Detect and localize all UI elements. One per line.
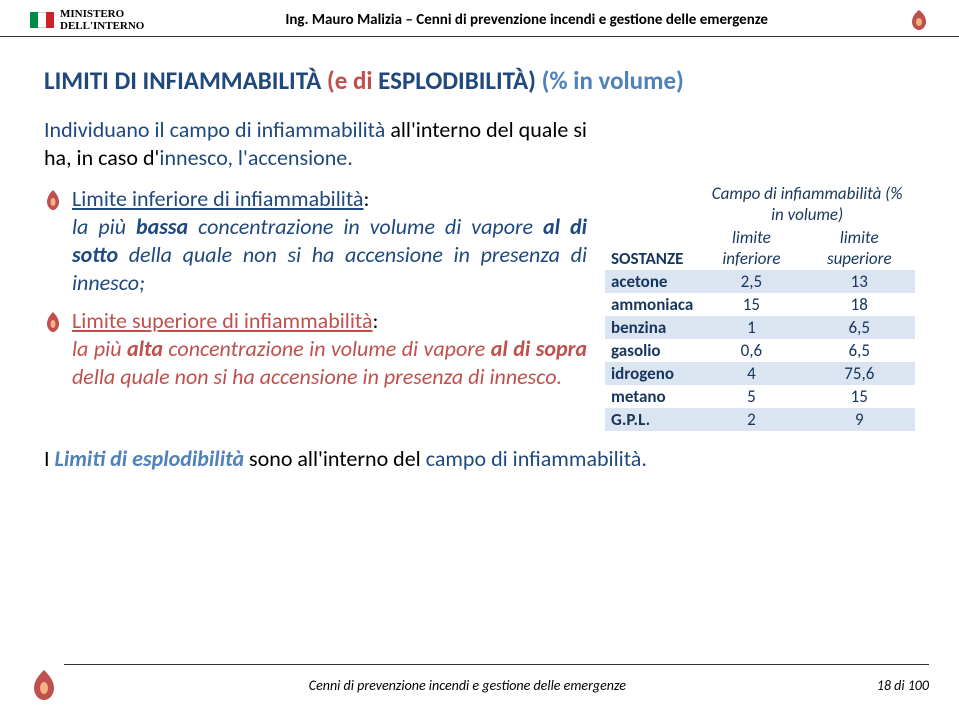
body-area: Individuano il campo di infiammabilità a… — [44, 116, 915, 431]
vvf-badge-icon — [30, 668, 58, 702]
lii-t2: bassa — [136, 213, 188, 240]
lii-t3: concentrazione in volume di vapore — [188, 213, 543, 240]
intro-p1: Individuano il campo di infiammabilità — [44, 116, 385, 143]
main-title: LIMITI DI INFIAMMABILITÀ (e di ESPLODIBI… — [44, 65, 915, 96]
final-p3: sono all'interno del — [244, 445, 426, 472]
th-sostanze: SOSTANZE — [605, 182, 699, 270]
title-part1: LIMITI DI INFIAMMABILITÀ — [44, 65, 321, 96]
table-row: G.P.L.29 — [605, 408, 915, 431]
ministry-name: MINISTERO DELL'INTERNO — [60, 8, 144, 32]
bullet-upper-limit: Limite superiore di infiammabilità: la p… — [44, 307, 587, 391]
footer-text: Cenni di prevenzione incendi e gestione … — [58, 677, 877, 694]
lsi-title: Limite superiore di infiammabilità — [72, 307, 373, 334]
right-column: SOSTANZE Campo di infiammabilità (% in v… — [605, 182, 915, 431]
lsi-text: Limite superiore di infiammabilità: la p… — [72, 307, 587, 391]
intro-paragraph: Individuano il campo di infiammabilità a… — [44, 116, 587, 172]
final-line: I Limiti di esplodibilità sono all'inter… — [44, 445, 915, 472]
final-p2: Limiti di esplodibilità — [55, 445, 245, 472]
lsi-t5: della quale non si ha accensione in pres… — [72, 363, 562, 390]
table-row: ammoniaca1518 — [605, 293, 915, 316]
final-p4: campo di infiammabilità. — [426, 445, 647, 472]
header-bar: MINISTERO DELL'INTERNO Ing. Mauro Malizi… — [0, 0, 959, 37]
title-part3: ESPLODIBILITÀ) — [378, 65, 536, 96]
bullet-lower-limit: Limite inferiore di infiammabilità: la p… — [44, 185, 587, 298]
lii-text: Limite inferiore di infiammabilità: la p… — [72, 185, 587, 298]
footer: Cenni di prevenzione incendi e gestione … — [0, 668, 959, 702]
lsi-t4: al di sopra — [491, 335, 587, 362]
ministry-line1: MINISTERO — [60, 8, 144, 20]
lsi-t2: alta — [127, 335, 163, 362]
ministry-logo: MINISTERO DELL'INTERNO — [30, 8, 144, 32]
lsi-t3: concentrazione in volume di vapore — [163, 335, 491, 362]
final-p1: I — [44, 445, 55, 472]
lii-t1: la più — [72, 213, 136, 240]
footer-page: 18 di 100 — [877, 677, 929, 694]
italy-flag-icon — [30, 12, 54, 28]
table-row: gasolio0,66,5 — [605, 339, 915, 362]
table-row: metano515 — [605, 385, 915, 408]
title-part4: (% in volume) — [536, 65, 684, 96]
lii-t5: della quale non si ha accensione in pres… — [72, 241, 587, 296]
intro-p3: innesco, l'accensione. — [159, 144, 352, 171]
th-sup: limite superiore — [804, 226, 915, 270]
lii-title: Limite inferiore di infiammabilità — [72, 185, 363, 212]
table-row: benzina16,5 — [605, 316, 915, 339]
vvf-badge-icon — [909, 8, 929, 32]
footer-divider — [64, 664, 929, 665]
substances-table: SOSTANZE Campo di infiammabilità (% in v… — [605, 182, 915, 431]
th-campo: Campo di infiammabilità (% in volume) — [699, 182, 915, 226]
left-column: Individuano il campo di infiammabilità a… — [44, 116, 587, 431]
flame-bullet-icon — [44, 311, 62, 333]
title-part2: (e di — [321, 65, 378, 96]
flame-bullet-icon — [44, 189, 62, 211]
ministry-line2: DELL'INTERNO — [60, 20, 144, 32]
content-area: LIMITI DI INFIAMMABILITÀ (e di ESPLODIBI… — [0, 37, 959, 472]
lsi-t1: la più — [72, 335, 127, 362]
table-row: acetone2,513 — [605, 270, 915, 293]
th-inf: limite inferiore — [699, 226, 803, 270]
header-title: Ing. Mauro Malizia – Cenni di prevenzion… — [144, 11, 909, 29]
table-row: idrogeno475,6 — [605, 362, 915, 385]
